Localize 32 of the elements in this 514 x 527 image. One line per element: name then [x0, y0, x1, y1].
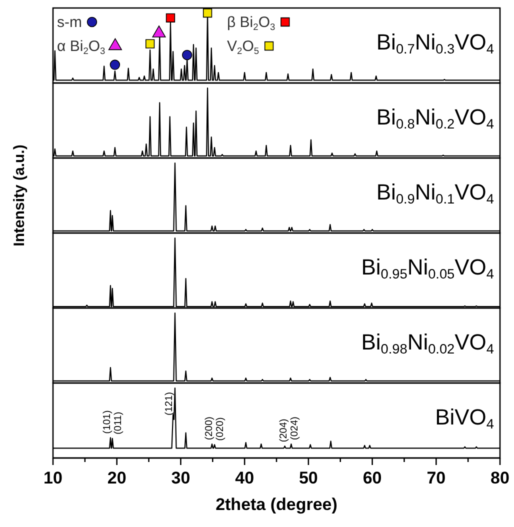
x-tick-label: 20 [107, 468, 126, 488]
annotation: (011) [112, 412, 124, 434]
series-label: Bi$_{0.7}$Ni$_{0.3}$VO$_{4}$ [376, 29, 494, 56]
series-label: Bi$_{0.98}$Ni$_{0.02}$VO$_{4}$ [361, 329, 494, 356]
x-tick-label: 70 [426, 468, 446, 488]
point [182, 50, 192, 60]
annotation: (101) [102, 410, 113, 434]
x-tick-label: 80 [490, 468, 510, 488]
legend-label: V$_{2}$O$_{5}$ [227, 38, 260, 56]
x-axis-title: 2theta (degree) [216, 495, 338, 514]
series-label: Bi$_{0.8}$Ni$_{0.2}$VO$_{4}$ [376, 104, 494, 132]
legend-label: α Bi$_{2}$O$_{3}$ [57, 38, 106, 56]
annotation: (204) [278, 418, 290, 442]
x-tick-label: 30 [171, 468, 190, 488]
series-label: Bi$_{0.95}$Ni$_{0.05}$VO$_{4}$ [361, 254, 494, 282]
x-tick-label: 50 [298, 468, 318, 488]
legend-label: β Bi$_{2}$O$_{3}$ [227, 14, 276, 32]
legend-label: s-m [57, 14, 82, 31]
point [202, 8, 212, 18]
annotation: (024) [289, 416, 300, 440]
x-tick-label: 40 [235, 468, 254, 488]
point [145, 39, 155, 48]
annotation: (200) [204, 416, 215, 440]
annotation: (121) [164, 392, 175, 416]
x-tick-label: 60 [362, 468, 382, 488]
series-label: Bi$_{0.9}$Ni$_{0.1}$VO$_{4}$ [376, 179, 494, 206]
x-tick-label: 10 [44, 468, 62, 488]
annotation: (020) [214, 417, 226, 441]
point [110, 60, 120, 70]
series-label: BiVO$_{4}$ [435, 404, 494, 432]
y-axis-title: Intensity (a.u.) [11, 144, 28, 246]
point [166, 13, 176, 22]
